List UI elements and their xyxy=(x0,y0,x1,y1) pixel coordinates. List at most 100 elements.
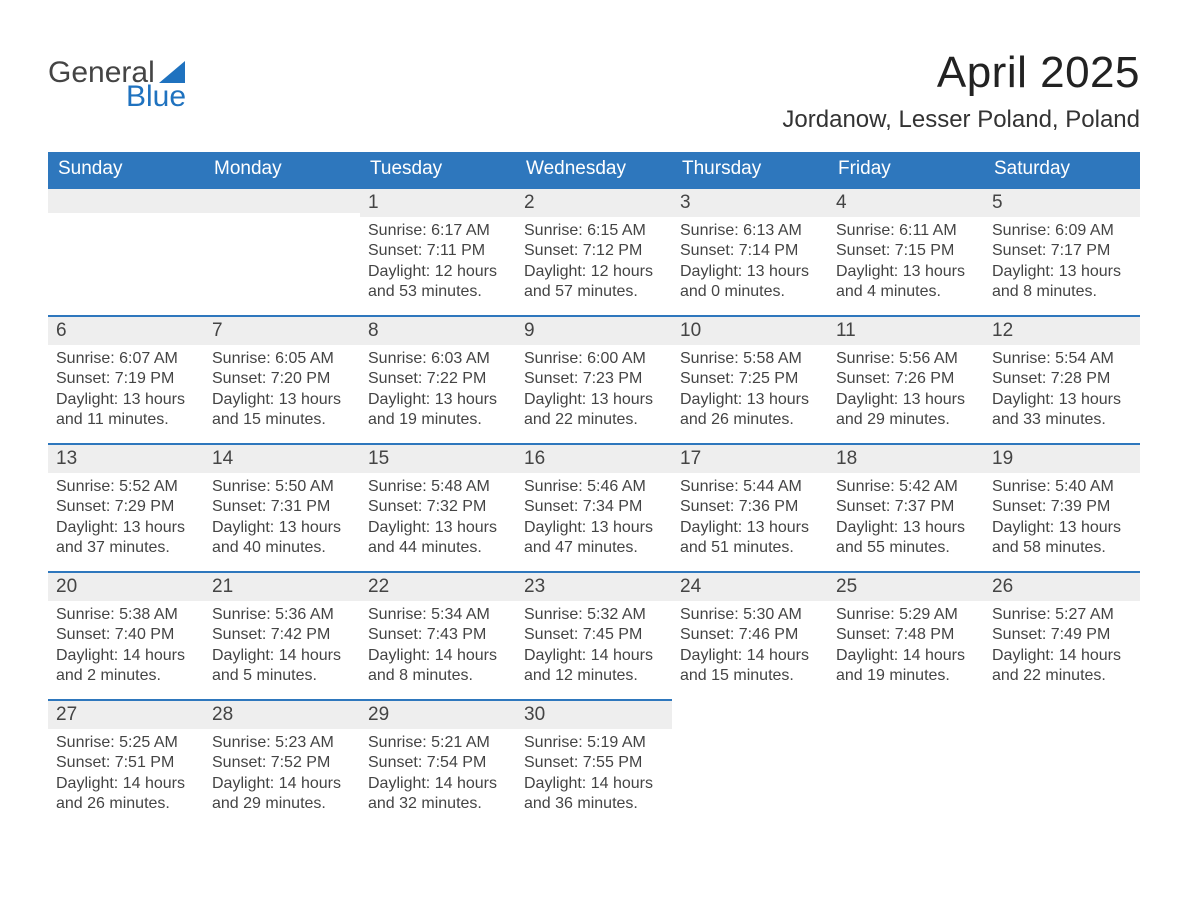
day-number: 19 xyxy=(992,448,1013,469)
header-row: General Blue April 2025 Jordanow, Lesser… xyxy=(48,48,1140,134)
day-body: Sunrise: 5:29 AMSunset: 7:48 PMDaylight:… xyxy=(828,601,984,695)
sunrise-line: Sunrise: 5:30 AM xyxy=(680,605,820,625)
sunset-line: Sunset: 7:43 PM xyxy=(368,625,508,645)
day-body: Sunrise: 5:54 AMSunset: 7:28 PMDaylight:… xyxy=(984,345,1140,439)
sunrise-line: Sunrise: 6:07 AM xyxy=(56,349,196,369)
sunrise-line: Sunrise: 5:27 AM xyxy=(992,605,1132,625)
daylight-line: Daylight: 14 hours and 29 minutes. xyxy=(212,774,352,815)
day-body: Sunrise: 5:50 AMSunset: 7:31 PMDaylight:… xyxy=(204,473,360,567)
daynum-bar: 7 xyxy=(204,315,360,345)
sunset-line: Sunset: 7:14 PM xyxy=(680,241,820,261)
day-number: 28 xyxy=(212,704,233,725)
calendar-day-cell: 21 Sunrise: 5:36 AMSunset: 7:42 PMDayligh… xyxy=(204,571,360,699)
calendar-day-cell: 20Sunrise: 5:38 AMSunset: 7:40 PMDayligh… xyxy=(48,571,204,699)
sunrise-line: Sunrise: 5:56 AM xyxy=(836,349,976,369)
day-body: Sunrise: 6:13 AMSunset: 7:14 PMDaylight:… xyxy=(672,217,828,311)
calendar-day-cell xyxy=(984,699,1140,827)
sunset-line: Sunset: 7:29 PM xyxy=(56,497,196,517)
daynum-bar: 4 xyxy=(828,187,984,217)
sunrise-line: Sunrise: 5:50 AM xyxy=(212,477,352,497)
day-body: Sunrise: 5:36 AMSunset: 7:42 PMDaylight:… xyxy=(204,601,360,695)
daylight-line: Daylight: 13 hours and 4 minutes. xyxy=(836,262,976,303)
daynum-bar: 22 xyxy=(360,571,516,601)
daylight-line: Daylight: 13 hours and 37 minutes. xyxy=(56,518,196,559)
sunset-line: Sunset: 7:31 PM xyxy=(212,497,352,517)
sunset-line: Sunset: 7:34 PM xyxy=(524,497,664,517)
sunrise-line: Sunrise: 5:52 AM xyxy=(56,477,196,497)
calendar-day-cell: 9Sunrise: 6:00 AMSunset: 7:23 PMDaylight… xyxy=(516,315,672,443)
day-body: Sunrise: 5:44 AMSunset: 7:36 PMDaylight:… xyxy=(672,473,828,567)
calendar-day-cell: 5 Sunrise: 6:09 AMSunset: 7:17 PMDaylight… xyxy=(984,187,1140,315)
calendar-day-cell: 1Sunrise: 6:17 AMSunset: 7:11 PMDaylight… xyxy=(360,187,516,315)
day-body: Sunrise: 6:09 AMSunset: 7:17 PMDaylight:… xyxy=(984,217,1140,311)
daylight-line: Daylight: 14 hours and 5 minutes. xyxy=(212,646,352,687)
daynum-bar: 9 xyxy=(516,315,672,345)
daynum-bar: 29 xyxy=(360,699,516,729)
dow-header: Tuesday xyxy=(360,152,516,187)
day-body: Sunrise: 5:19 AMSunset: 7:55 PMDaylight:… xyxy=(516,729,672,823)
daynum-bar: 8 xyxy=(360,315,516,345)
dow-header: Wednesday xyxy=(516,152,672,187)
day-body: Sunrise: 5:23 AMSunset: 7:52 PMDaylight:… xyxy=(204,729,360,823)
day-number: 20 xyxy=(56,576,77,597)
sunrise-line: Sunrise: 5:42 AM xyxy=(836,477,976,497)
daylight-line: Daylight: 13 hours and 51 minutes. xyxy=(680,518,820,559)
sunset-line: Sunset: 7:17 PM xyxy=(992,241,1132,261)
sunset-line: Sunset: 7:20 PM xyxy=(212,369,352,389)
calendar-day-cell: 15Sunrise: 5:48 AMSunset: 7:32 PMDayligh… xyxy=(360,443,516,571)
calendar-day-cell: 11Sunrise: 5:56 AMSunset: 7:26 PMDayligh… xyxy=(828,315,984,443)
calendar-day-cell: 14 Sunrise: 5:50 AMSunset: 7:31 PMDayligh… xyxy=(204,443,360,571)
calendar-week-row: 6Sunrise: 6:07 AMSunset: 7:19 PMDaylight… xyxy=(48,315,1140,443)
calendar-day-cell: 19Sunrise: 5:40 AMSunset: 7:39 PMDayligh… xyxy=(984,443,1140,571)
daylight-line: Daylight: 14 hours and 15 minutes. xyxy=(680,646,820,687)
day-number: 12 xyxy=(992,320,1013,341)
daylight-line: Daylight: 14 hours and 12 minutes. xyxy=(524,646,664,687)
day-number: 26 xyxy=(992,576,1013,597)
daylight-line: Daylight: 13 hours and 19 minutes. xyxy=(368,390,508,431)
daynum-bar: 12 xyxy=(984,315,1140,345)
daynum-bar: 23 xyxy=(516,571,672,601)
day-body: Sunrise: 5:42 AMSunset: 7:37 PMDaylight:… xyxy=(828,473,984,567)
day-number: 18 xyxy=(836,448,857,469)
sunrise-line: Sunrise: 6:13 AM xyxy=(680,221,820,241)
daylight-line: Daylight: 13 hours and 44 minutes. xyxy=(368,518,508,559)
day-body: Sunrise: 5:25 AMSunset: 7:51 PMDaylight:… xyxy=(48,729,204,823)
day-body: Sunrise: 5:58 AMSunset: 7:25 PMDaylight:… xyxy=(672,345,828,439)
calendar-day-cell: 24Sunrise: 5:30 AMSunset: 7:46 PMDayligh… xyxy=(672,571,828,699)
sunset-line: Sunset: 7:49 PM xyxy=(992,625,1132,645)
sunset-line: Sunset: 7:28 PM xyxy=(992,369,1132,389)
calendar-day-cell: 10Sunrise: 5:58 AMSunset: 7:25 PMDayligh… xyxy=(672,315,828,443)
daylight-line: Daylight: 14 hours and 8 minutes. xyxy=(368,646,508,687)
daylight-line: Daylight: 13 hours and 47 minutes. xyxy=(524,518,664,559)
calendar-day-cell: 29Sunrise: 5:21 AMSunset: 7:54 PMDayligh… xyxy=(360,699,516,827)
calendar-day-cell: 2Sunrise: 6:15 AMSunset: 7:12 PMDaylight… xyxy=(516,187,672,315)
daynum-bar: 27 xyxy=(48,699,204,729)
day-number: 21 xyxy=(212,576,233,597)
daynum-bar: 15 xyxy=(360,443,516,473)
daylight-line: Daylight: 13 hours and 58 minutes. xyxy=(992,518,1132,559)
day-body: Sunrise: 5:34 AMSunset: 7:43 PMDaylight:… xyxy=(360,601,516,695)
day-number: 1 xyxy=(368,192,379,213)
day-body: Sunrise: 6:00 AMSunset: 7:23 PMDaylight:… xyxy=(516,345,672,439)
sunset-line: Sunset: 7:25 PM xyxy=(680,369,820,389)
daynum-bar: 19 xyxy=(984,443,1140,473)
sunrise-line: Sunrise: 5:19 AM xyxy=(524,733,664,753)
sunrise-line: Sunrise: 6:11 AM xyxy=(836,221,976,241)
sunset-line: Sunset: 7:11 PM xyxy=(368,241,508,261)
calendar-day-cell: 13Sunrise: 5:52 AMSunset: 7:29 PMDayligh… xyxy=(48,443,204,571)
sunset-line: Sunset: 7:46 PM xyxy=(680,625,820,645)
calendar-day-cell: 25Sunrise: 5:29 AMSunset: 7:48 PMDayligh… xyxy=(828,571,984,699)
day-body: Sunrise: 5:32 AMSunset: 7:45 PMDaylight:… xyxy=(516,601,672,695)
day-number: 11 xyxy=(836,320,856,341)
day-body: Sunrise: 5:48 AMSunset: 7:32 PMDaylight:… xyxy=(360,473,516,567)
daylight-line: Daylight: 13 hours and 22 minutes. xyxy=(524,390,664,431)
calendar-day-cell: 16Sunrise: 5:46 AMSunset: 7:34 PMDayligh… xyxy=(516,443,672,571)
sunrise-line: Sunrise: 5:58 AM xyxy=(680,349,820,369)
sunrise-line: Sunrise: 6:17 AM xyxy=(368,221,508,241)
calendar-day-cell: 28 Sunrise: 5:23 AMSunset: 7:52 PMDayligh… xyxy=(204,699,360,827)
daylight-line: Daylight: 14 hours and 22 minutes. xyxy=(992,646,1132,687)
calendar-day-cell: 6Sunrise: 6:07 AMSunset: 7:19 PMDaylight… xyxy=(48,315,204,443)
sunrise-line: Sunrise: 5:36 AM xyxy=(212,605,352,625)
day-number: 14 xyxy=(212,448,233,469)
day-number: 5 xyxy=(992,192,1003,213)
